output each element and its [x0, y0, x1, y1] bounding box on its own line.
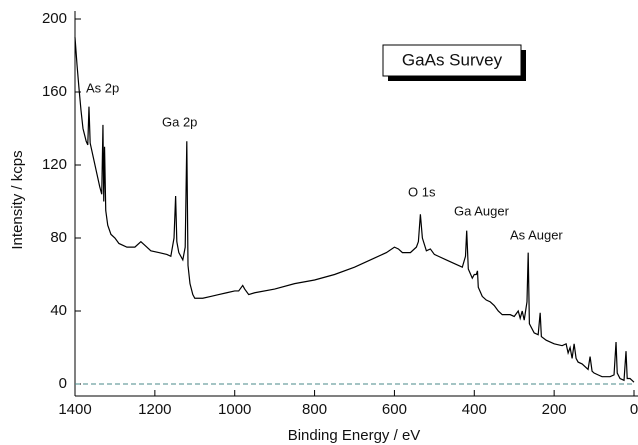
annotation: O 1s: [408, 184, 436, 199]
annotation: As 2p: [86, 80, 119, 95]
y-tick-label: 80: [50, 229, 67, 246]
x-tick-label: 200: [542, 401, 567, 418]
annotation: Ga 2p: [162, 114, 197, 129]
y-tick-label: 200: [42, 10, 67, 27]
x-tick-label: 1400: [58, 401, 91, 418]
annotation: As Auger: [510, 227, 563, 242]
x-tick-label: 1200: [138, 401, 171, 418]
x-tick-label: 0: [630, 401, 638, 418]
title-box: [382, 44, 522, 77]
x-tick-label: 400: [462, 401, 487, 418]
x-tick-label: 800: [302, 401, 327, 418]
x-tick-label: 600: [382, 401, 407, 418]
x-tick-label: 1000: [218, 401, 251, 418]
y-tick-label: 160: [42, 83, 67, 100]
x-axis-label: Binding Energy / eV: [288, 427, 421, 444]
y-axis-label: Intensity / kcps: [9, 150, 26, 249]
y-tick-label: 120: [42, 156, 67, 173]
spectrum-line: [74, 37, 635, 383]
y-tick-label: 0: [59, 375, 67, 392]
y-tick-label: 40: [50, 302, 67, 319]
annotation: Ga Auger: [454, 203, 510, 218]
chart-title: GaAs Survey: [402, 50, 503, 69]
